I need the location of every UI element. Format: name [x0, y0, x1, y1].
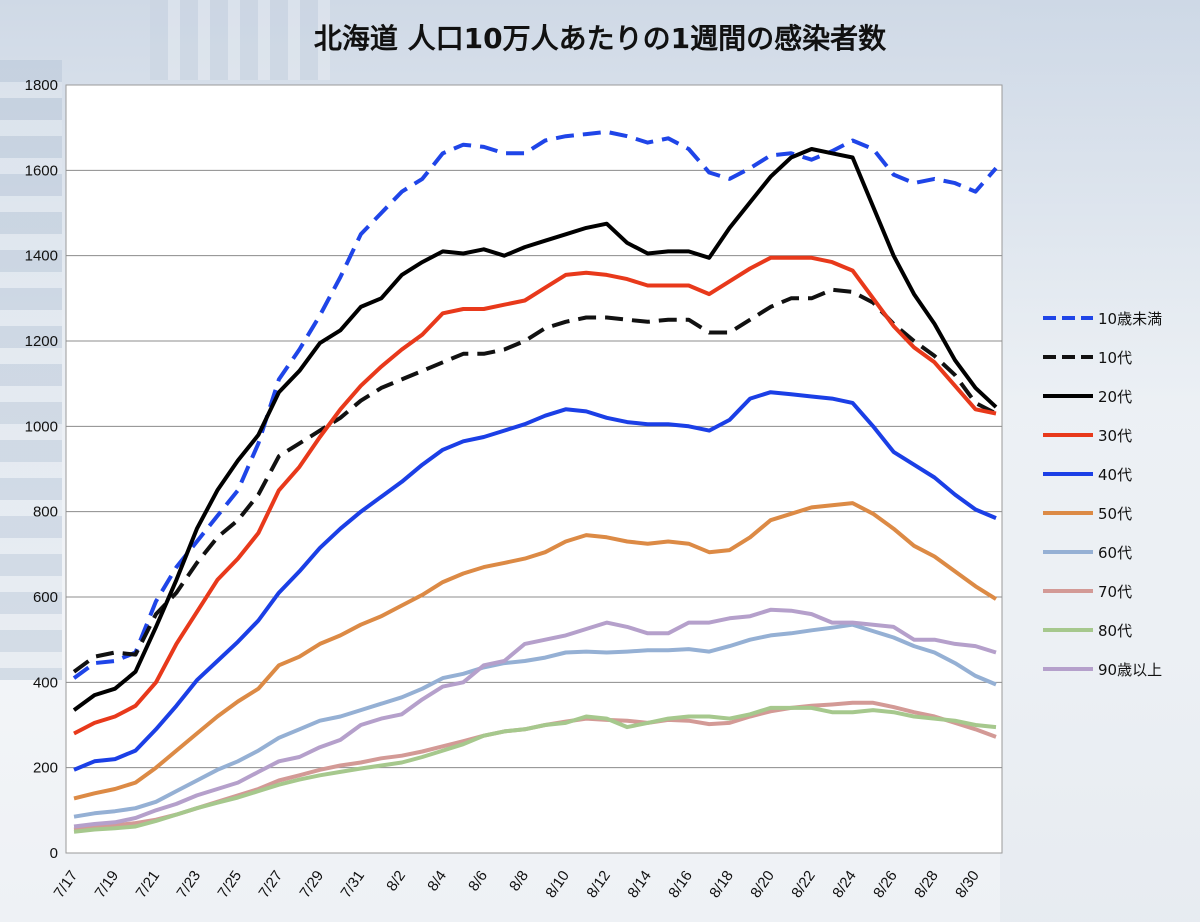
y-tick-label: 1800: [25, 77, 58, 94]
x-tick-label: 8/10: [542, 868, 573, 902]
legend-label: 10代: [1098, 349, 1132, 367]
legend-label: 60代: [1098, 544, 1132, 562]
x-tick-label: 7/17: [51, 868, 82, 902]
legend-label: 70代: [1098, 583, 1132, 601]
plot-background: [65, 84, 1003, 854]
series-line-5: [73, 390, 997, 772]
x-tick-label: 7/29: [296, 868, 327, 902]
plot-area: [65, 84, 1003, 854]
x-tick-label: 8/6: [465, 868, 491, 895]
x-axis-ticks: 7/17 7/19 7/21 7/23 7/25 7/27 7/29 7/31 8/2 8/4 8/…: [51, 868, 983, 902]
y-tick-label: 1400: [25, 248, 58, 265]
chart-title: 北海道 人口10万人あたりの1週間の感染者数: [314, 22, 887, 55]
y-tick-label: 200: [33, 760, 58, 777]
x-tick-label: 8/28: [911, 868, 942, 902]
legend-label: 40代: [1098, 466, 1132, 484]
y-tick-label: 0: [50, 845, 58, 862]
x-tick-label: 8/20: [747, 868, 778, 902]
x-tick-label: 7/19: [92, 868, 123, 902]
x-tick-label: 8/24: [829, 868, 860, 902]
y-tick-label: 600: [33, 589, 58, 606]
x-tick-label: 8/12: [583, 868, 614, 902]
legend: 10歳未満 10代 20代 30代 40代 50代 60代 70代 80代 90歳以上: [1043, 310, 1162, 679]
x-tick-label: 7/21: [133, 868, 164, 902]
series-line-6: [73, 501, 998, 801]
x-tick-label: 7/25: [215, 868, 246, 902]
grid-lines: [66, 169, 1002, 769]
x-tick-label: 8/4: [424, 868, 450, 895]
x-tick-label: 8/2: [383, 868, 409, 895]
series-line-2: [72, 287, 997, 674]
y-tick-label: 800: [33, 504, 58, 521]
x-tick-label: 8/18: [706, 868, 737, 902]
x-tick-label: 7/31: [337, 868, 368, 902]
legend-label: 20代: [1098, 388, 1132, 406]
series-line-4: [73, 255, 997, 736]
x-tick-label: 8/16: [665, 868, 696, 902]
series-line-3: [72, 147, 998, 712]
x-tick-label: 8/22: [788, 868, 819, 902]
legend-label: 50代: [1098, 505, 1132, 523]
y-axis-ticks: 0 200 400 600 800 1000 1200 1400 1600 1800: [25, 77, 58, 862]
legend-label: 30代: [1098, 427, 1132, 445]
series-line-10: [73, 607, 997, 829]
series-line-9: [73, 705, 997, 834]
legend-label: 10歳未満: [1098, 310, 1162, 328]
legend-label: 90歳以上: [1098, 661, 1162, 679]
x-tick-label: 8/14: [624, 868, 655, 902]
x-tick-label: 8/30: [952, 868, 983, 902]
y-tick-label: 1200: [25, 333, 58, 350]
background-building-top: [150, 0, 330, 80]
series-line-1: [72, 129, 998, 680]
series-lines: [72, 129, 998, 834]
x-tick-label: 8/8: [506, 868, 532, 895]
y-tick-label: 400: [33, 674, 58, 691]
background-ship-right: [1000, 0, 1200, 922]
x-tick-label: 8/26: [870, 868, 901, 902]
x-tick-label: 7/27: [255, 868, 286, 902]
y-tick-label: 1000: [25, 418, 58, 435]
legend-label: 80代: [1098, 622, 1132, 640]
y-tick-label: 1600: [25, 162, 58, 179]
background-building-left: [0, 60, 62, 680]
series-line-7: [73, 622, 997, 819]
x-tick-label: 7/23: [174, 868, 205, 902]
